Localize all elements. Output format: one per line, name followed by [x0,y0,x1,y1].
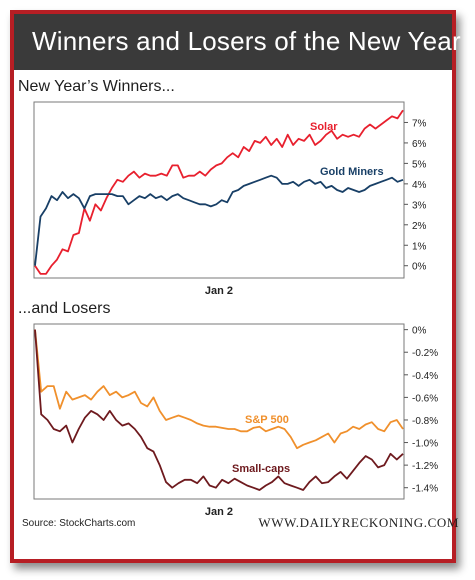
brand-url: WWW.DAILYRECKONING.COM [258,515,459,530]
source-note: Source: StockCharts.com [22,518,136,529]
sp500-series-line [34,329,404,450]
page-title: Winners and Losers of the New Year [32,26,461,56]
y-tick-label: -1.2% [412,461,438,472]
sp500-series-label: S&P 500 [245,414,289,426]
y-tick-label: -1.0% [412,439,438,450]
y-tick-label: 0% [412,326,427,337]
y-tick-label: 2% [412,221,427,232]
solar-series-label: Solar [310,121,338,133]
y-tick-label: 6% [412,139,427,150]
winners-x-axis-label: Jan 2 [205,285,233,297]
winners-plot-area [33,101,405,279]
solar-series-line [34,109,404,275]
y-tick-label: -0.8% [412,416,438,427]
y-tick-label: 1% [412,241,427,252]
losers-plot-area [33,323,405,500]
y-tick-label: 7% [412,118,427,129]
y-tick-label: -0.4% [412,371,438,382]
title-bar: Winners and Losers of the New Year [14,14,461,70]
y-tick-label: -1.4% [412,484,438,495]
winners-chart-title: New Year’s Winners... [18,78,175,95]
gold-miners-series-line [34,174,404,266]
winners-y-axis: 0% 1% 2% 3% 4% 5% 6% 7% [404,118,427,273]
losers-x-axis-label: Jan 2 [205,506,233,518]
gold-miners-series-label: Gold Miners [320,166,384,178]
losers-chart-title: ...and Losers [18,300,111,317]
y-tick-label: 5% [412,159,427,170]
losers-y-axis: 0% -0.2% -0.4% -0.6% -0.8% -1.0% -1.2% -1.4% [404,326,438,495]
small-caps-series-label: Small-caps [232,463,290,475]
small-caps-series-line [34,329,404,491]
y-tick-label: -0.2% [412,348,438,359]
y-tick-label: 0% [412,262,427,273]
y-tick-label: 3% [412,200,427,211]
y-tick-label: -0.6% [412,393,438,404]
y-tick-label: 4% [412,180,427,191]
